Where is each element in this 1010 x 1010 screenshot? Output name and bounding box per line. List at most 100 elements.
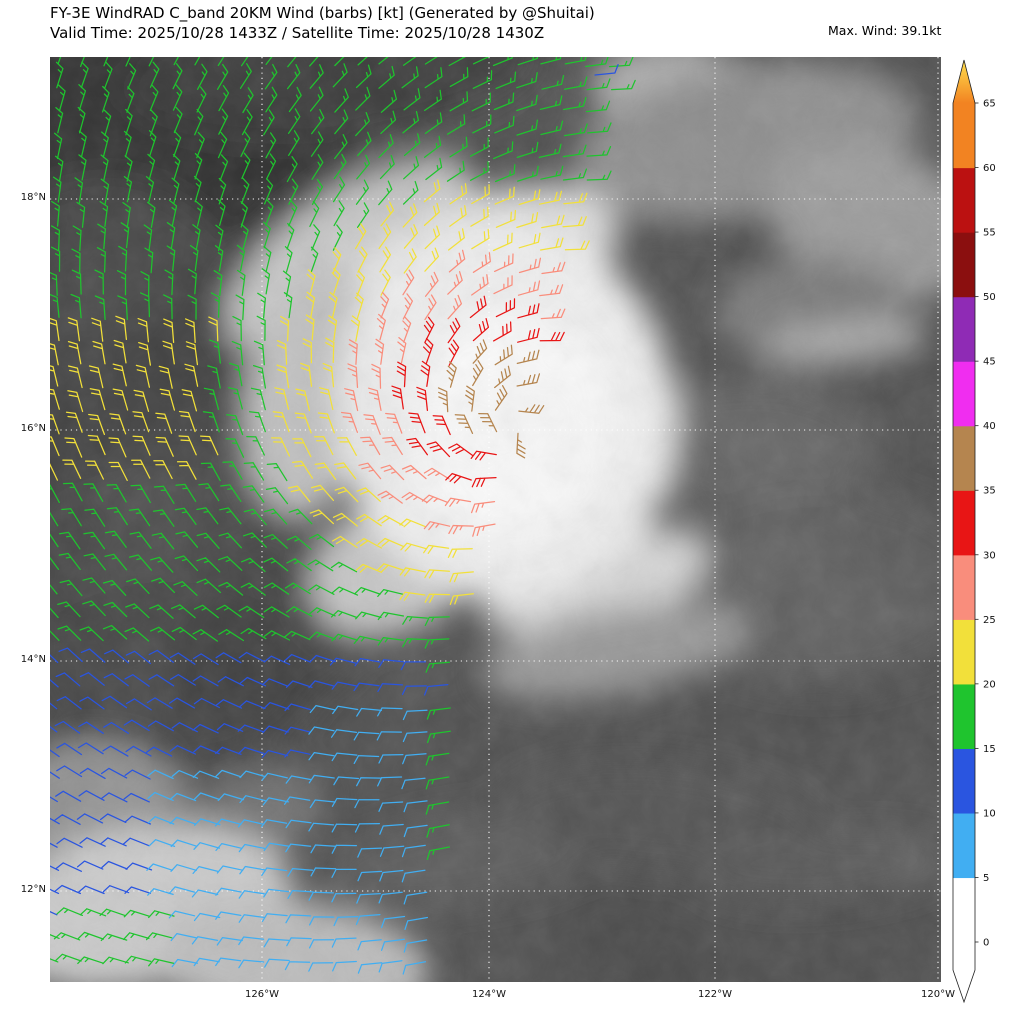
wind-barb	[263, 888, 290, 898]
wind-barb	[217, 131, 228, 159]
wind-barb	[225, 438, 245, 458]
wind-barb	[169, 673, 196, 686]
wind-barb	[84, 508, 106, 527]
wind-barb	[194, 152, 203, 180]
wind-barb	[102, 885, 130, 894]
wind-barb	[309, 654, 337, 663]
wind-barb	[310, 131, 324, 157]
wind-barb	[332, 960, 357, 972]
wind-barb	[104, 530, 127, 548]
wind-barb	[144, 247, 154, 274]
wind-barb	[72, 225, 82, 252]
wind-barb	[308, 533, 335, 548]
wind-barb	[200, 462, 221, 482]
wind-barb	[516, 349, 540, 365]
wind-barb	[99, 908, 127, 917]
wind-barb	[266, 462, 288, 482]
wind-barb	[586, 170, 612, 181]
wind-barb	[193, 842, 221, 850]
wind-barb	[76, 860, 104, 870]
wind-barb	[348, 339, 358, 365]
wind-barb	[218, 581, 244, 596]
colorbar-tick-label: 0	[983, 938, 989, 949]
wind-barb	[449, 571, 474, 583]
wind-barb	[219, 154, 229, 181]
wind-barb	[104, 649, 130, 664]
wind-barb	[517, 165, 539, 182]
wind-barb	[148, 910, 175, 919]
wind-barb	[216, 63, 229, 90]
wind-barb	[397, 336, 407, 364]
wind-barb	[377, 490, 403, 504]
wind-barb	[310, 484, 335, 502]
wind-barb	[444, 497, 472, 507]
wind-barb	[311, 224, 321, 251]
wind-barb	[264, 958, 290, 968]
wind-barb	[378, 753, 404, 764]
wind-barb	[309, 200, 320, 228]
wind-barb	[327, 315, 338, 342]
wind-barb	[102, 624, 128, 640]
wind-barb	[215, 887, 242, 896]
wind-barb	[356, 777, 382, 787]
wind-barb	[317, 412, 335, 434]
wind-barb	[331, 937, 357, 948]
wind-barb	[331, 267, 341, 295]
wind-barb	[139, 292, 151, 318]
wind-barb	[194, 57, 201, 66]
wind-barb	[449, 136, 468, 158]
wind-barb	[357, 246, 368, 273]
wind-barb	[100, 767, 128, 779]
wind-barb	[261, 772, 288, 781]
wind-barb	[84, 460, 105, 480]
wind-barb	[285, 914, 312, 924]
wind-barb	[178, 435, 197, 456]
wind-barb	[147, 769, 174, 780]
wind-barb	[226, 414, 244, 436]
wind-barb	[334, 462, 357, 480]
wind-barb	[274, 387, 290, 410]
wind-barb	[106, 483, 127, 503]
wind-barb	[449, 593, 474, 606]
wind-barb	[236, 244, 246, 272]
wind-barb	[50, 630, 60, 641]
wind-barb	[378, 134, 394, 159]
wind-barb	[166, 245, 176, 272]
wind-barb	[109, 413, 127, 435]
wind-barb	[193, 175, 202, 203]
wind-barb	[493, 253, 514, 273]
wind-barb	[96, 247, 106, 273]
wind-barb	[363, 414, 381, 435]
wind-barb	[285, 680, 313, 688]
wind-barb	[56, 742, 83, 756]
wind-barb	[470, 450, 497, 461]
wind-barb	[425, 752, 450, 766]
wind-barb	[311, 108, 325, 135]
wind-barb	[240, 201, 248, 228]
wind-barb	[56, 837, 83, 848]
wind-barb	[396, 361, 407, 388]
wind-barb	[92, 340, 106, 365]
wind-barb	[67, 365, 83, 389]
wind-barb	[214, 769, 242, 778]
wind-barb	[279, 315, 290, 342]
wind-barb	[193, 912, 221, 922]
figure-title: FY-3E WindRAD C_band 20KM Wind (barbs) […	[50, 4, 595, 22]
wind-barb	[333, 200, 345, 227]
wind-barb	[67, 340, 82, 365]
wind-barb	[494, 164, 516, 183]
lat-tick-label: 18°N	[20, 192, 46, 203]
wind-barb	[403, 939, 428, 953]
wind-barb	[425, 661, 451, 673]
wind-barb	[131, 459, 151, 479]
wind-barb	[151, 577, 176, 594]
wind-barb	[50, 678, 59, 688]
wind-barb	[402, 293, 414, 320]
wind-barb	[215, 957, 242, 967]
wind-barb	[265, 199, 274, 226]
wind-barb	[50, 888, 60, 895]
wind-barb	[308, 751, 335, 761]
wind-barb	[308, 726, 335, 735]
wind-barb	[308, 822, 335, 832]
wind-barb	[330, 561, 358, 573]
